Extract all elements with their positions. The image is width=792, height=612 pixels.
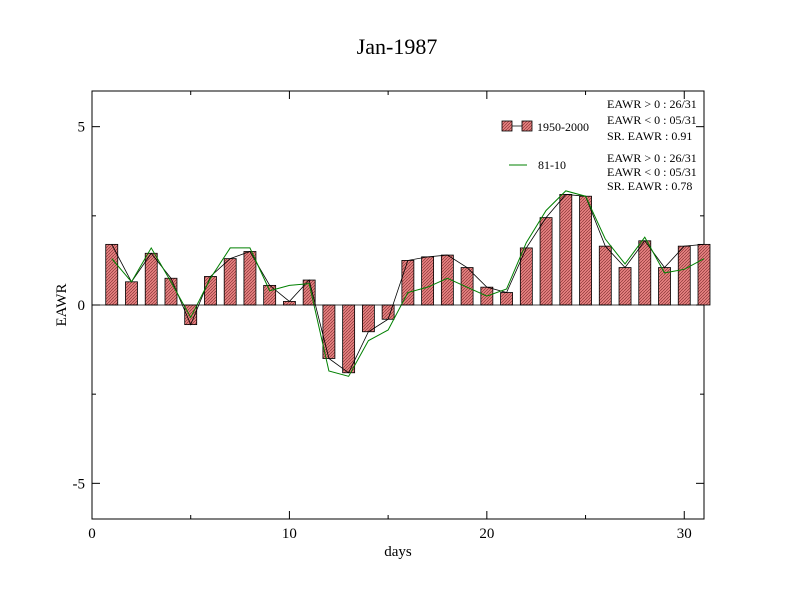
bar (598, 245, 612, 306)
bar-series (105, 194, 711, 374)
legend-bar-swatch (521, 120, 533, 132)
legend-stat-1950-2000: EAWR < 0 : 05/31 (607, 113, 697, 127)
bar (361, 304, 375, 333)
bar (421, 256, 435, 306)
x-tick-label: 10 (282, 526, 297, 542)
bar (243, 251, 257, 306)
x-tick-label: 0 (88, 526, 96, 542)
bar (401, 260, 415, 306)
bar (460, 267, 474, 306)
legend-stat-1950-2000: EAWR > 0 : 26/31 (607, 97, 697, 111)
bar (697, 243, 711, 306)
axes: 0 10 20 30 -5 0 5 (73, 91, 704, 542)
legend-label-1950-2000: 1950-2000 (537, 120, 589, 134)
legend-label-81-10: 81-10 (538, 158, 566, 172)
legend-bar-swatch (501, 120, 513, 132)
bar (579, 195, 592, 306)
series-line-1950-2000 (111, 194, 705, 374)
y-axis-label: EAWR (54, 284, 70, 327)
bar (539, 217, 553, 306)
legend-stat-81-10: SR. EAWR : 0.78 (607, 179, 692, 193)
x-axis-label: days (384, 544, 412, 560)
bar (283, 301, 296, 306)
bar (500, 292, 513, 306)
bar (618, 267, 632, 306)
line-series (111, 190, 705, 377)
chart-title: Jan-1987 (357, 34, 438, 59)
legend-stat-1950-2000: SR. EAWR : 0.91 (607, 129, 692, 143)
y-tick-label: 5 (78, 120, 86, 136)
x-tick-label: 20 (479, 526, 494, 542)
bar (105, 243, 119, 306)
y-tick-label: -5 (73, 476, 86, 492)
bar (204, 276, 217, 306)
bar (144, 252, 158, 306)
bar (223, 258, 237, 306)
bar (677, 245, 691, 306)
legend-stat-81-10: EAWR < 0 : 05/31 (607, 165, 697, 179)
legend-stat-81-10: EAWR > 0 : 26/31 (607, 151, 697, 165)
bar (125, 281, 138, 306)
series-line-81-10 (111, 190, 705, 377)
bar (638, 240, 652, 306)
x-tick-label: 30 (677, 526, 692, 542)
bar (559, 194, 573, 306)
bar (342, 304, 356, 374)
y-tick-label: 0 (78, 298, 86, 314)
